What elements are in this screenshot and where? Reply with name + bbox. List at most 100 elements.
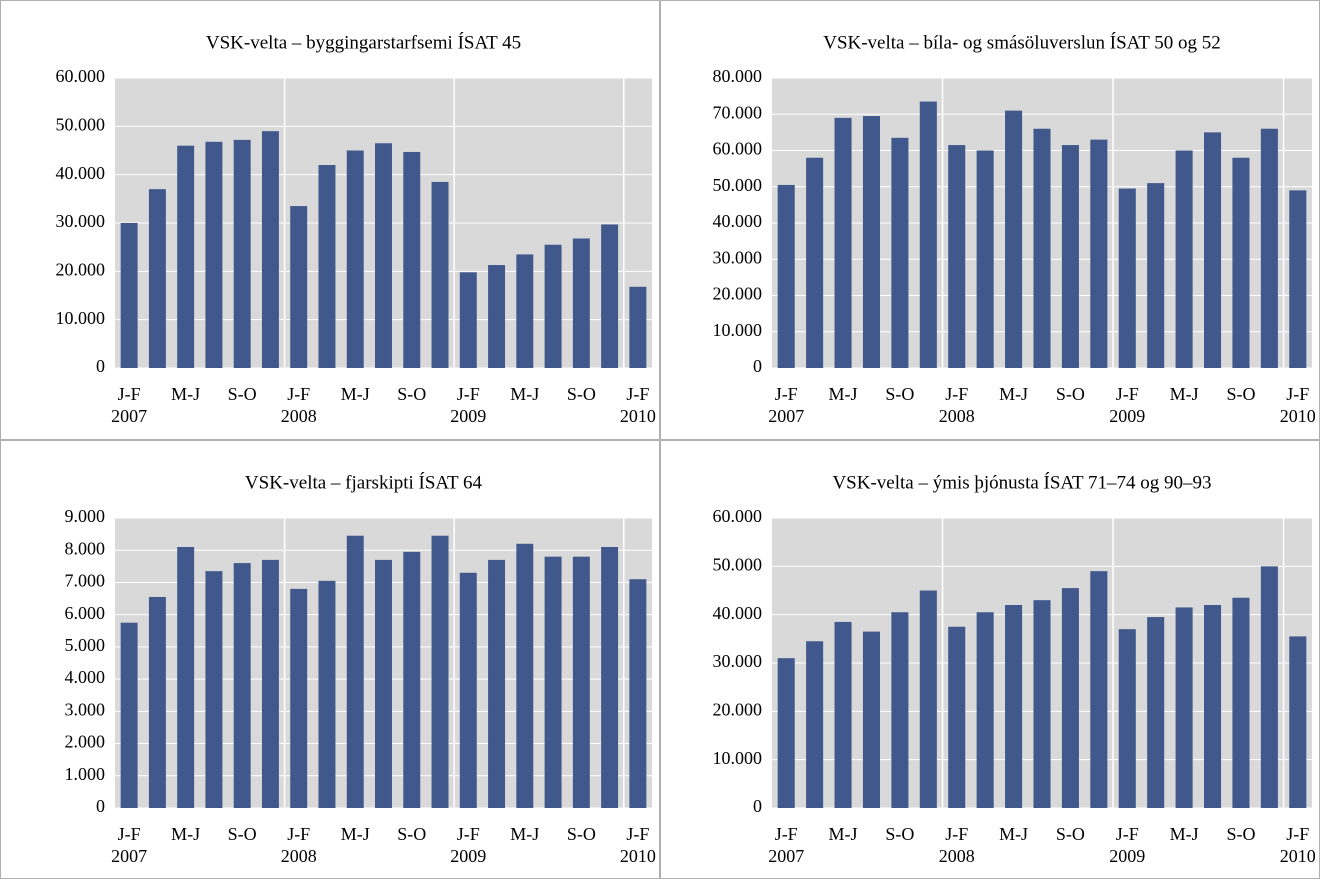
x-tick-label: S-O [397,824,426,844]
bar [1147,617,1165,808]
bar [601,547,619,808]
bar [919,590,937,808]
bar [488,265,506,368]
bar [1232,597,1250,808]
y-tick-label: 40.000 [56,163,106,183]
x-tick-label: J-F [1116,824,1139,844]
y-tick-label: 5.000 [65,635,106,655]
y-tick-label: 6.000 [65,603,106,623]
x-year-label: 2007 [768,846,804,866]
x-tick-label: M-J [341,384,370,404]
x-year-label: 2010 [1280,846,1316,866]
x-tick-label: J-F [287,384,310,404]
x-tick-label: M-J [999,384,1028,404]
bar [177,547,195,808]
bar [318,165,336,368]
y-tick-label: 30.000 [713,651,763,671]
x-year-label: 2010 [620,846,656,866]
x-tick-label: J-F [626,384,649,404]
bar [1289,636,1307,808]
bar [1033,600,1051,808]
y-tick-label: 1.000 [65,764,106,784]
bar [148,189,166,368]
x-tick-label: M-J [999,824,1028,844]
x-tick-label: J-F [457,824,480,844]
x-year-label: 2009 [450,846,486,866]
x-tick-label: S-O [1056,384,1085,404]
bar [205,141,223,368]
x-tick-label: J-F [118,824,141,844]
y-tick-label: 30.000 [56,211,106,231]
x-tick-label: M-J [510,824,539,844]
x-tick-label: S-O [885,384,914,404]
y-tick-label: 10.000 [713,320,763,340]
y-tick-label: 0 [753,796,762,816]
y-tick-label: 0 [96,356,105,376]
x-year-label: 2008 [939,406,975,426]
bar [1232,157,1250,368]
bar [290,588,308,808]
y-tick-label: 3.000 [65,699,106,719]
y-tick-label: 50.000 [56,114,106,134]
bar [261,559,279,808]
bar [1260,128,1278,368]
bar [261,131,279,368]
bar [629,286,647,368]
bar [777,658,795,808]
x-tick-label: J-F [1116,384,1139,404]
y-tick-label: 7.000 [65,571,106,591]
bar [346,150,364,368]
bar [1033,128,1051,368]
bar [948,626,966,808]
x-tick-label: M-J [1170,824,1199,844]
bar [205,571,223,808]
bar [834,621,852,808]
y-tick-label: 60.000 [713,139,763,159]
x-year-label: 2009 [450,406,486,426]
x-year-label: 2008 [281,846,317,866]
bar [177,145,195,368]
x-tick-label: J-F [945,384,968,404]
bar [120,223,138,368]
x-tick-label: M-J [510,384,539,404]
y-tick-label: 40.000 [713,211,763,231]
bar [318,580,336,808]
bar [233,563,251,808]
y-tick-label: 9.000 [65,506,106,526]
bar [375,143,392,368]
y-tick-label: 80.000 [713,66,763,86]
x-year-label: 2010 [1280,406,1316,426]
bar [862,116,880,368]
x-tick-label: J-F [945,824,968,844]
x-tick-label: S-O [228,384,257,404]
bar [1118,188,1136,368]
x-year-label: 2008 [939,846,975,866]
bar [1175,150,1193,368]
x-tick-label: M-J [341,824,370,844]
bar [459,572,477,808]
chart-title: VSK-velta – ýmis þjónusta ÍSAT 71–74 og … [832,471,1211,493]
bar [572,556,590,808]
y-tick-label: 70.000 [713,102,763,122]
bar [777,184,795,368]
y-tick-label: 8.000 [65,538,106,558]
x-tick-label: M-J [171,384,200,404]
y-tick-label: 0 [96,796,105,816]
x-tick-label: S-O [567,384,596,404]
x-tick-label: J-F [775,384,798,404]
bar [1061,145,1079,368]
x-year-label: 2007 [111,406,147,426]
y-tick-label: 0 [753,356,762,376]
x-tick-label: M-J [1170,384,1199,404]
x-tick-label: M-J [829,384,858,404]
x-year-label: 2007 [768,406,804,426]
bar [891,612,909,808]
y-tick-label: 50.000 [713,175,763,195]
bar [459,272,477,368]
y-tick-label: 30.000 [713,247,763,267]
bar [488,559,506,808]
bar [1061,588,1079,808]
bar [148,596,166,808]
y-tick-label: 60.000 [56,66,106,86]
bar [1147,183,1165,368]
